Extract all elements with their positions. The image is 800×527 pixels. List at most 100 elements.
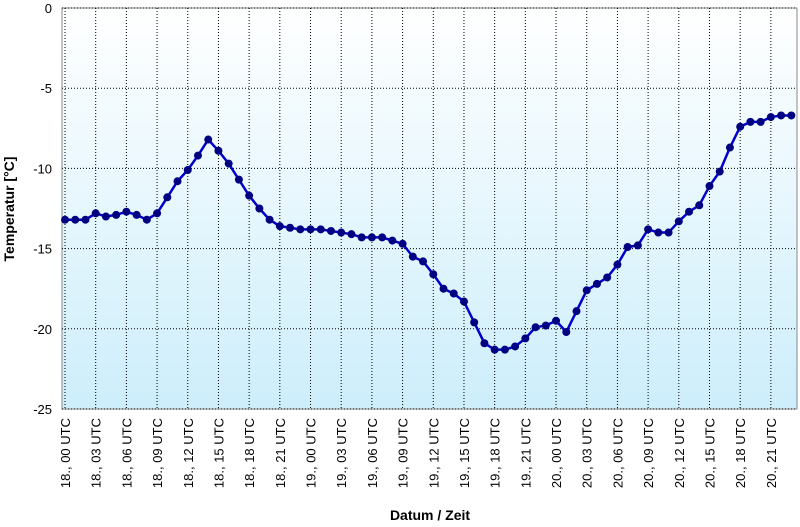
x-tick-label: 18., 03 UTC [89, 418, 104, 488]
data-point [500, 345, 509, 354]
data-point [429, 270, 438, 279]
x-tick-label: 20., 00 UTC [549, 418, 564, 488]
data-point [337, 228, 346, 237]
data-point [296, 225, 305, 234]
data-point [234, 175, 243, 184]
y-tick-label: -5 [40, 81, 52, 96]
data-point [705, 182, 714, 191]
data-point [367, 233, 376, 242]
x-tick-label: 19., 18 UTC [488, 418, 503, 488]
data-point [112, 210, 121, 219]
x-tick-label: 19., 06 UTC [365, 418, 380, 488]
data-point [511, 342, 520, 351]
x-axis-label: Datum / Zeit [390, 507, 470, 523]
x-tick-label: 19., 12 UTC [426, 418, 441, 488]
data-point [613, 260, 622, 269]
data-point [552, 316, 561, 325]
y-tick-label: -20 [33, 322, 52, 337]
x-tick-label: 18., 21 UTC [273, 418, 288, 488]
data-point [91, 209, 100, 218]
x-tick-label: 18., 12 UTC [181, 418, 196, 488]
data-point [101, 212, 110, 221]
data-point [224, 159, 233, 168]
data-point [173, 177, 182, 186]
data-point [572, 307, 581, 316]
data-point [204, 135, 213, 144]
data-point [777, 111, 786, 120]
data-point [480, 339, 489, 348]
data-point [725, 143, 734, 152]
x-tick-label: 18., 15 UTC [211, 418, 226, 488]
x-tick-label: 20., 18 UTC [733, 418, 748, 488]
data-point [715, 167, 724, 176]
data-point [153, 209, 162, 218]
data-point [306, 225, 315, 234]
data-point [214, 146, 223, 155]
data-point [521, 334, 530, 343]
x-tick-label: 18., 09 UTC [150, 418, 165, 488]
data-point [623, 242, 632, 251]
data-point [398, 239, 407, 248]
data-point [766, 113, 775, 122]
data-point [183, 166, 192, 175]
data-point [695, 201, 704, 210]
data-point [746, 117, 755, 126]
y-tick-label: -15 [33, 242, 52, 257]
data-point [459, 297, 468, 306]
data-point [490, 345, 499, 354]
data-point [265, 215, 274, 224]
data-point [603, 273, 612, 282]
data-point [122, 207, 131, 216]
data-point [562, 328, 571, 337]
x-tick-label: 20., 15 UTC [702, 418, 717, 488]
data-point [347, 230, 356, 239]
data-point [685, 207, 694, 216]
y-tick-label: -10 [33, 161, 52, 176]
data-point [163, 193, 172, 202]
data-point [408, 252, 417, 261]
data-point [193, 151, 202, 160]
data-point [644, 225, 653, 234]
data-point [142, 215, 151, 224]
data-point [674, 217, 683, 226]
x-tick-label: 20., 21 UTC [764, 418, 779, 488]
data-point [286, 223, 295, 232]
data-point [388, 236, 397, 245]
x-tick-label: 19., 00 UTC [304, 418, 319, 488]
x-tick-label: 20., 03 UTC [580, 418, 595, 488]
x-tick-label: 20., 12 UTC [672, 418, 687, 488]
x-tick-label: 19., 09 UTC [396, 418, 411, 488]
y-tick-label: 0 [45, 1, 52, 16]
data-point [664, 228, 673, 237]
x-tick-label: 19., 15 UTC [457, 418, 472, 488]
data-point [582, 286, 591, 295]
data-point [71, 215, 80, 224]
data-point [357, 233, 366, 242]
data-point [592, 279, 601, 288]
x-tick-label: 20., 06 UTC [610, 418, 625, 488]
x-tick-label: 18., 06 UTC [119, 418, 134, 488]
data-point [439, 284, 448, 293]
data-point [326, 226, 335, 235]
data-point [275, 222, 284, 231]
data-point [470, 318, 479, 327]
y-tick-label: -25 [33, 402, 52, 417]
x-tick-label: 19., 21 UTC [518, 418, 533, 488]
data-point [531, 323, 540, 332]
data-point [787, 111, 796, 120]
data-point [378, 233, 387, 242]
data-point [132, 210, 141, 219]
y-axis-label: Temperatur [°C] [1, 157, 17, 262]
data-point [654, 228, 663, 237]
x-tick-label: 20., 09 UTC [641, 418, 656, 488]
data-point [61, 215, 69, 224]
x-tick-label: 19., 03 UTC [334, 418, 349, 488]
data-point [81, 215, 90, 224]
data-point [316, 225, 325, 234]
data-point [449, 289, 458, 298]
x-tick-label: 18., 00 UTC [58, 418, 73, 488]
x-tick-label: 18., 18 UTC [242, 418, 257, 488]
data-point [541, 321, 550, 330]
